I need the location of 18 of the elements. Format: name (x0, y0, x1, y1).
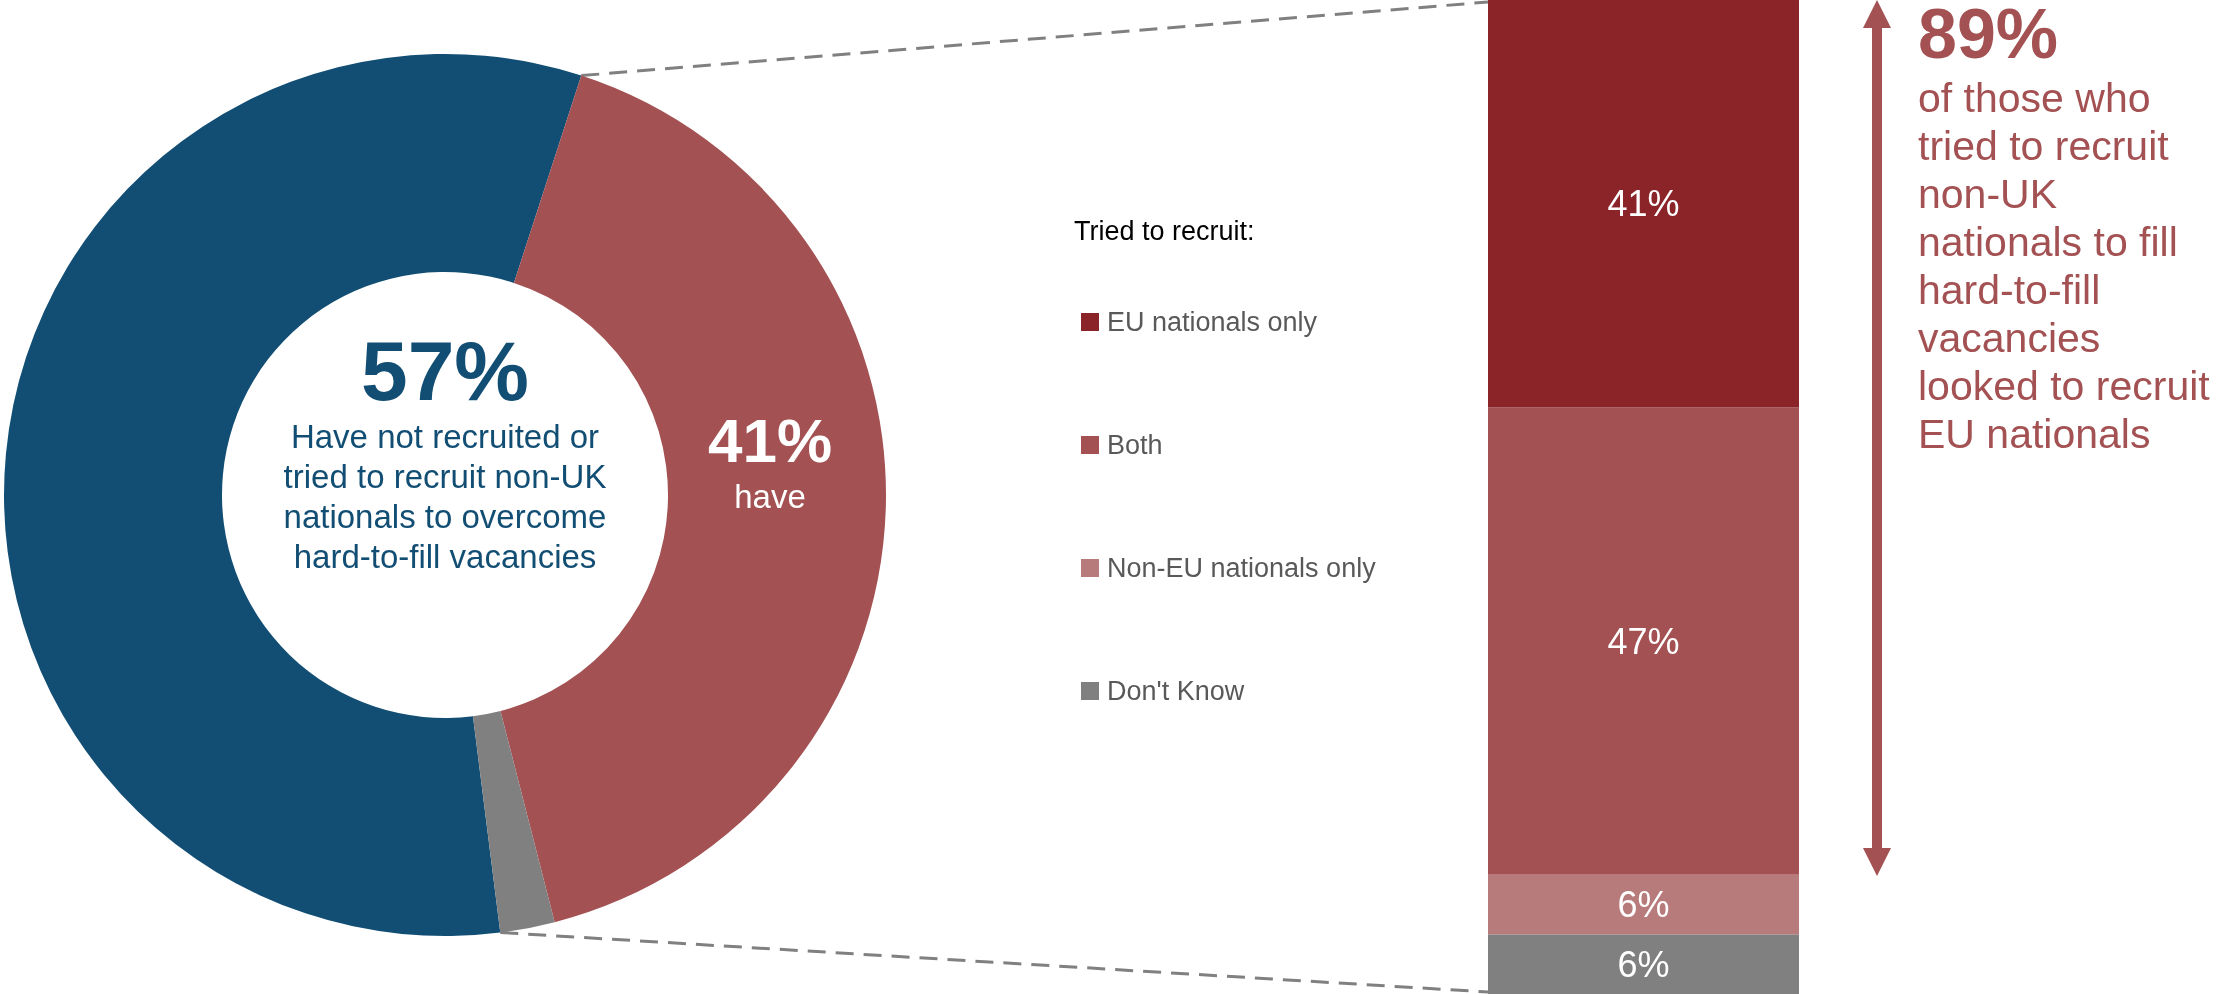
data-label: 41% (1607, 183, 1680, 225)
legend-label: Don't Know (1107, 676, 1245, 707)
slice-label: Have not recruited or tried to recruit non-UK nationals to overcome hard-to-fill vacancies (282, 417, 608, 577)
legend-label: Both (1107, 430, 1163, 461)
bar (1488, 874, 1799, 935)
data-label: 57% (359, 324, 531, 418)
data-label: 6% (1617, 884, 1670, 926)
bar (1488, 0, 1799, 408)
data-label: 47% (1607, 620, 1680, 662)
legend-title: Tried to recruit: (1074, 216, 1255, 246)
bar (1488, 407, 1799, 875)
slice-label: have (733, 477, 807, 517)
text: 89% (1918, 0, 2060, 74)
text: of those who tried to recruit non-UK nationals to fill hard-to-fill vacancies looked to recruit EU nationals (1918, 74, 2211, 458)
data-label: 6% (1617, 943, 1670, 985)
data-label: 41% (706, 405, 834, 477)
legend-label: Non-EU nationals only (1107, 553, 1377, 584)
legend-label: EU nationals only (1107, 307, 1318, 338)
